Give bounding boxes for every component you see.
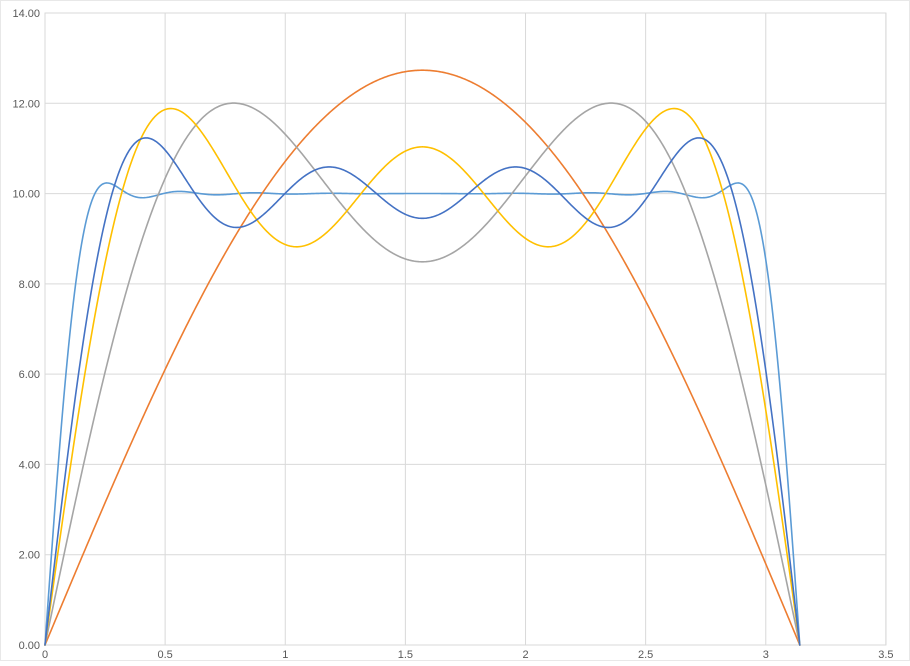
y-axis-tick-label: 6.00 [19, 369, 40, 381]
x-axis-tick-label: 0.5 [157, 649, 172, 661]
curve-sum-3-terms [44, 107, 801, 646]
y-axis-tick-label: 14.00 [12, 8, 40, 20]
y-axis-tick-label: 8.00 [19, 279, 40, 291]
x-axis-tick-label: 1 [282, 649, 288, 661]
y-axis-tick-label: 0.00 [19, 640, 40, 652]
x-axis-tick-label: 2 [522, 649, 528, 661]
x-axis-tick-label: 2.5 [638, 649, 653, 661]
y-axis-tick-label: 12.00 [12, 98, 40, 110]
x-axis-tick-label: 0 [42, 649, 48, 661]
curve-sum-1-term [44, 69, 801, 646]
x-axis-tick-label: 3 [763, 649, 769, 661]
y-axis-tick-label: 2.00 [19, 550, 40, 562]
x-axis-tick-label: 1.5 [398, 649, 413, 661]
y-axis-tick-label: 4.00 [19, 459, 40, 471]
x-axis-tick-label: 3.5 [878, 649, 893, 661]
y-axis-tick-label: 10.00 [12, 189, 40, 201]
curve-sum-2-terms [44, 102, 801, 646]
curve-sum-10-terms-smoothed [44, 182, 801, 646]
curve-sum-4-terms-smoothed [44, 137, 801, 646]
plot-area-border [44, 12, 887, 646]
